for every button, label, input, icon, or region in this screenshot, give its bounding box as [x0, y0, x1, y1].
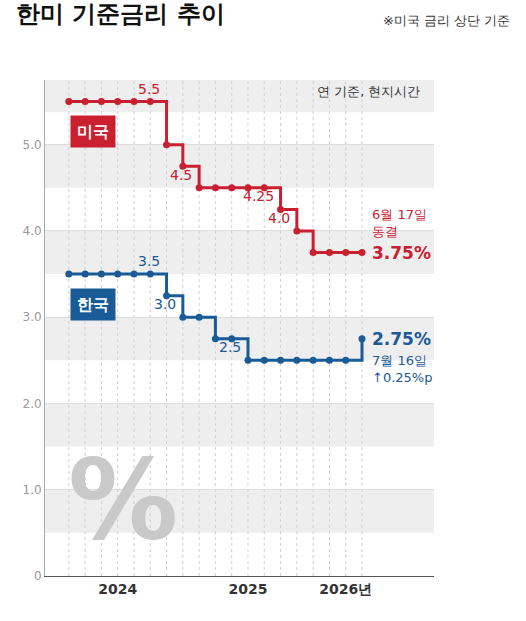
svg-text:5.0: 5.0 [23, 138, 42, 152]
svg-text:※미국 금리 상단 기준: ※미국 금리 상단 기준 [383, 13, 510, 28]
svg-text:2025: 2025 [229, 581, 268, 597]
svg-text:3.0: 3.0 [154, 296, 176, 312]
svg-text:한국: 한국 [77, 295, 109, 314]
svg-text:2.5: 2.5 [219, 339, 241, 355]
svg-text:6월 17일동결: 6월 17일동결 [372, 207, 427, 239]
svg-text:2026년: 2026년 [319, 581, 372, 597]
svg-text:연 기준, 현지시간: 연 기준, 현지시간 [317, 84, 420, 99]
svg-text:2.0: 2.0 [23, 397, 42, 411]
svg-text:4.0: 4.0 [268, 210, 290, 226]
svg-text:7월 16일↑0.25%p: 7월 16일↑0.25%p [372, 353, 432, 385]
svg-text:한미 기준금리 추이: 한미 기준금리 추이 [16, 0, 225, 28]
svg-text:4.0: 4.0 [23, 224, 42, 238]
svg-text:%: % [68, 436, 178, 564]
svg-text:2024: 2024 [98, 581, 137, 597]
svg-text:4.5: 4.5 [170, 167, 192, 183]
svg-text:2.75%: 2.75% [372, 329, 431, 349]
svg-text:1.0: 1.0 [23, 483, 42, 497]
svg-text:3.75%: 3.75% [372, 243, 431, 263]
svg-text:4.25: 4.25 [243, 188, 274, 204]
svg-text:0: 0 [34, 569, 42, 583]
svg-text:3.0: 3.0 [23, 310, 42, 324]
svg-text:5.5: 5.5 [138, 81, 160, 97]
svg-text:3.5: 3.5 [138, 253, 160, 269]
svg-text:미국: 미국 [77, 122, 109, 141]
